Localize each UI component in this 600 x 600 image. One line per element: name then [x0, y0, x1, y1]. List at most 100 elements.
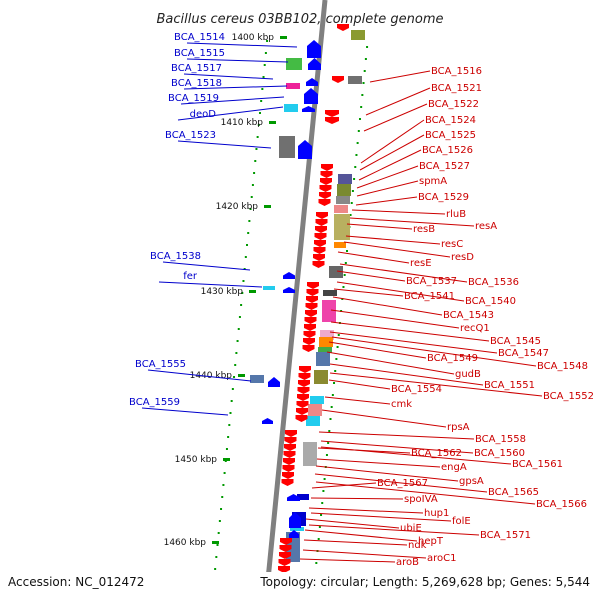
right-gene-label: BCA_1565 [488, 487, 539, 498]
track-dot [262, 76, 265, 78]
kbp-tick-label: 1460 kbp [164, 538, 207, 548]
track-dot [327, 442, 330, 444]
right-gene-label: BCA_1527 [419, 161, 470, 172]
right-gene-label: BCA_1571 [480, 530, 531, 541]
left-gene-label: fer [183, 271, 198, 282]
accession-text: Accession: NC_012472 [8, 575, 144, 589]
feature-box [319, 337, 333, 347]
feature-box [320, 330, 334, 340]
right-leader-line [363, 103, 428, 132]
kbp-tick-mark [264, 205, 271, 208]
track-dot [220, 508, 223, 510]
right-gene-label: BCA_1541 [404, 291, 455, 302]
reverse-gene-arrow [297, 387, 310, 394]
kbp-tick-label: 1440 kbp [190, 371, 233, 381]
track-dot [363, 70, 366, 72]
kbp-tick-mark [223, 458, 230, 461]
map-title: Bacillus cereus 03BB102, complete genome [156, 12, 443, 27]
reverse-gene-arrow [282, 465, 295, 472]
reverse-gene-arrow [302, 345, 315, 352]
track-dot [218, 520, 221, 522]
right-gene-label: hepT [418, 536, 444, 547]
track-dot [318, 526, 321, 528]
right-gene-label: resE [410, 258, 432, 269]
kbp-tick-label: 1420 kbp [216, 202, 259, 212]
feature-box [263, 286, 275, 290]
track-dot [254, 160, 257, 162]
reverse-gene-arrow [304, 324, 316, 331]
right-gene-label: BCA_1566 [536, 499, 587, 510]
right-gene-label: aroB [396, 557, 419, 568]
right-leader-line [349, 217, 475, 227]
right-leader-line [329, 363, 484, 386]
feature-box [284, 104, 298, 112]
track-dot [231, 388, 234, 390]
reverse-gene-arrow [299, 366, 311, 373]
reverse-gene-arrow [297, 394, 309, 401]
right-gene-label: BCA_1562 [411, 448, 462, 459]
right-leader-line [311, 482, 377, 489]
right-leader-line [315, 481, 536, 505]
right-gene-label: BCA_1524 [425, 115, 476, 126]
track-dot [331, 394, 334, 396]
right-gene-label: resB [413, 224, 435, 235]
left-gene-label: BCA_1559 [129, 397, 180, 408]
track-dot [366, 46, 369, 48]
right-leader-line [333, 288, 404, 297]
right-gene-label: ubiE [400, 523, 422, 534]
reverse-gene-arrow [296, 401, 309, 408]
right-leader-line [320, 446, 512, 465]
track-dot [256, 136, 259, 138]
track-dot [322, 490, 325, 492]
right-leader-line [336, 270, 406, 282]
track-dot [229, 412, 232, 414]
forward-gene-arrow [307, 40, 321, 58]
right-leader-line [365, 87, 431, 116]
forward-gene-arrow [298, 140, 312, 159]
track-dot [250, 196, 253, 198]
reverse-gene-arrow [280, 538, 292, 545]
right-leader-line [346, 223, 413, 230]
forward-gene-arrow [304, 88, 318, 104]
right-gene-label: BCA_1547 [498, 348, 549, 359]
right-gene-label: BCA_1522 [428, 99, 479, 110]
right-leader-line [328, 341, 427, 359]
forward-gene-arrow [283, 272, 295, 279]
track-dot [325, 454, 328, 456]
reverse-gene-arrow [305, 303, 318, 310]
feature-box [336, 196, 350, 204]
reverse-gene-arrow [303, 331, 316, 338]
forward-gene-arrow [289, 530, 299, 538]
kbp-tick-mark [249, 290, 256, 293]
reverse-gene-arrow [279, 545, 292, 552]
left-gene-label: BCA_1523 [165, 130, 216, 141]
reverse-gene-arrow [313, 254, 325, 261]
track-dot [216, 544, 219, 546]
reverse-gene-arrow [315, 219, 328, 226]
right-gene-label: gpsA [459, 476, 484, 487]
forward-gene-arrow [268, 377, 280, 387]
right-gene-labels: BCA_1516 BCA_1521 BCA_1522 BCA_1524 BCA_1525… [299, 66, 594, 568]
left-leader-line [186, 58, 289, 63]
right-leader-line [321, 409, 447, 428]
feature-box [279, 136, 295, 158]
reverse-gene-arrow [298, 380, 310, 387]
right-leader-line [332, 296, 443, 316]
right-leader-line [308, 524, 480, 536]
right-gene-label: BCA_1554 [391, 384, 442, 395]
reverse-gene-arrow [281, 479, 294, 486]
kbp-tick-label: 1450 kbp [175, 455, 218, 465]
track-dot [362, 82, 365, 84]
track-dot [317, 538, 320, 540]
right-gene-label: BCA_1558 [475, 434, 526, 445]
right-gene-label: BCA_1516 [431, 66, 482, 77]
track-dot [328, 430, 331, 432]
reverse-gene-arrow [320, 178, 332, 185]
forward-genes [262, 40, 321, 538]
kbp-tick-label: 1410 kbp [221, 118, 264, 128]
reverse-gene-arrow [278, 559, 291, 566]
left-gene-label: BCA_1519 [168, 93, 219, 104]
feature-box [286, 83, 300, 89]
feature-box [286, 58, 302, 70]
reverse-gene-arrow [305, 310, 317, 317]
